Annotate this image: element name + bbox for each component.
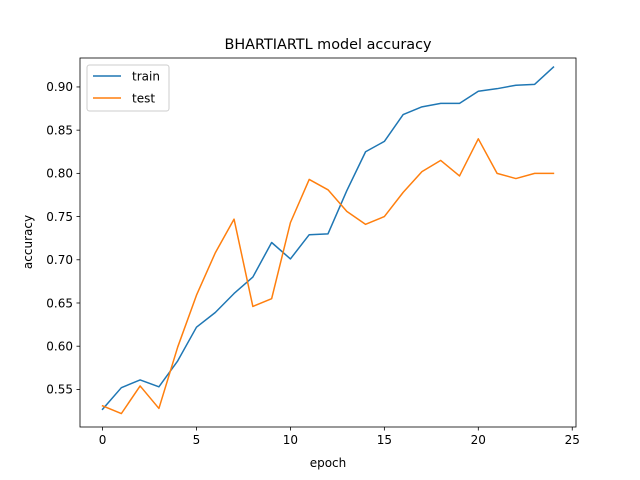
y-axis-label: accuracy: [21, 215, 35, 269]
y-tick-label: 0.60: [46, 340, 73, 354]
x-tick-label: 15: [377, 433, 392, 447]
y-tick-label: 0.75: [46, 210, 73, 224]
legend-label-test: test: [132, 91, 155, 105]
x-tick-label: 20: [471, 433, 486, 447]
x-axis-label: epoch: [310, 456, 347, 470]
legend-label-train: train: [132, 69, 160, 83]
x-tick-label: 25: [565, 433, 580, 447]
y-tick-label: 0.70: [46, 253, 73, 267]
y-tick-label: 0.80: [46, 167, 73, 181]
y-tick-label: 0.55: [46, 383, 73, 397]
chart-title: BHARTIARTL model accuracy: [224, 37, 431, 53]
y-tick-label: 0.65: [46, 296, 73, 310]
y-tick-label: 0.85: [46, 123, 73, 137]
x-tick-label: 0: [99, 433, 107, 447]
x-tick-label: 5: [193, 433, 201, 447]
y-tick-label: 0.90: [46, 80, 73, 94]
legend: train test: [87, 65, 169, 111]
x-tick-label: 10: [283, 433, 298, 447]
